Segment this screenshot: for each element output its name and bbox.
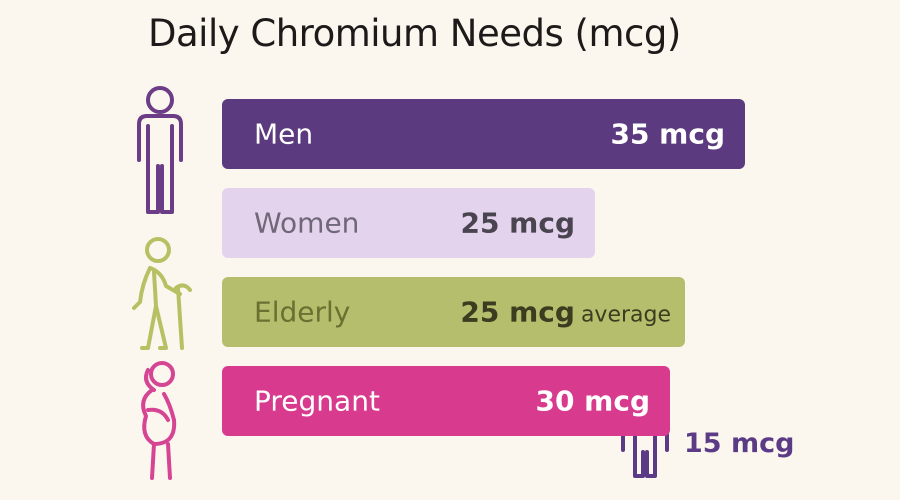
man-icon bbox=[137, 86, 183, 214]
child-value-label: 15 mcg bbox=[684, 428, 795, 459]
bar-label-women: Women bbox=[254, 206, 360, 240]
bar-value-pregnant: 30 mcg bbox=[535, 384, 650, 418]
elderly-person-icon bbox=[132, 237, 192, 350]
bar-label-men: Men bbox=[254, 117, 314, 151]
bar-men: Men 35 mcg bbox=[222, 99, 745, 169]
bar-label-elderly: Elderly bbox=[254, 295, 351, 329]
bar-value-men: 35 mcg bbox=[610, 117, 725, 151]
bar-pregnant: Pregnant 30 mcg bbox=[222, 366, 670, 436]
bar-value-women: 25 mcg bbox=[460, 206, 575, 240]
pregnant-woman-icon bbox=[141, 361, 177, 480]
bar-elderly: Elderly 25 mcg average bbox=[222, 277, 685, 347]
chart-title: Daily Chromium Needs (mcg) bbox=[148, 12, 681, 55]
bar-label-pregnant: Pregnant bbox=[254, 384, 380, 418]
bar-value-elderly: 25 mcg average bbox=[460, 295, 671, 329]
bar-women: Women 25 mcg bbox=[222, 188, 595, 258]
